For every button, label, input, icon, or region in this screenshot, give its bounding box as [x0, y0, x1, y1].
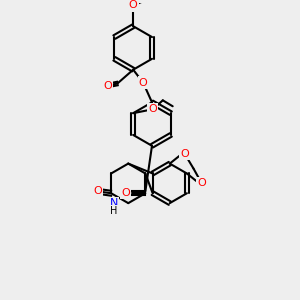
Text: H: H — [110, 206, 118, 216]
Text: O: O — [121, 188, 130, 198]
Text: O: O — [139, 77, 148, 88]
Text: O: O — [180, 149, 189, 159]
Text: O: O — [197, 178, 206, 188]
Text: O: O — [148, 104, 157, 114]
Text: N: N — [110, 198, 118, 208]
Text: O: O — [93, 186, 102, 196]
Text: O: O — [103, 80, 112, 91]
Text: O: O — [129, 0, 138, 11]
